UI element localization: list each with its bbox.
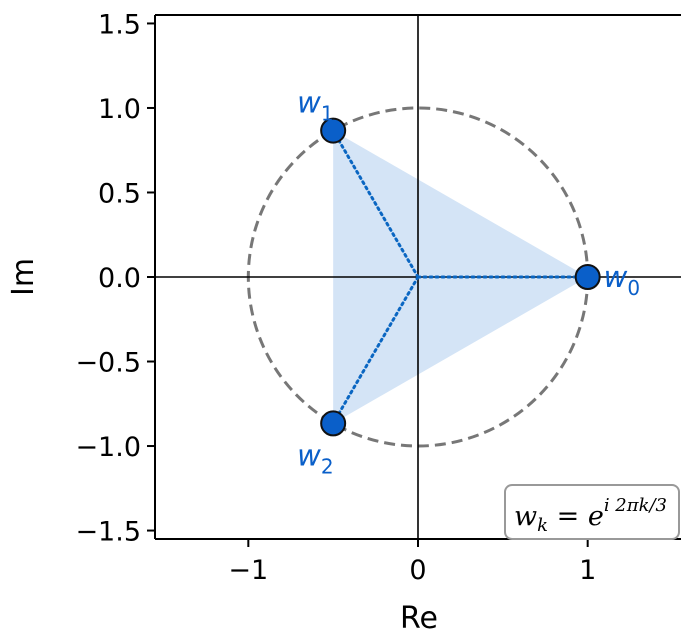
x-axis-label: Re: [400, 601, 438, 635]
svg-text:wk = ei 2πk/3: wk = ei 2πk/3: [514, 495, 667, 536]
y-axis-label: Im: [6, 258, 41, 296]
root-point-0: [574, 264, 601, 290]
x-tick-label: −1: [228, 555, 268, 586]
formula-box: [504, 484, 680, 540]
formula-base: w: [514, 501, 537, 532]
y-tick-label: −0.5: [75, 348, 141, 379]
root-label-sub: 2: [321, 454, 334, 478]
formula-sup: i 2πk/3: [604, 495, 667, 516]
root-label-sub: 0: [627, 276, 640, 300]
spoke-line-1: [331, 129, 420, 279]
root-label-base: w: [297, 86, 321, 120]
root-label-2: w2: [297, 438, 333, 478]
spoke-line-2: [331, 275, 420, 425]
y-tick-label: 0.0: [98, 263, 141, 294]
y-tick-label: 0.5: [98, 178, 141, 209]
y-tick-label: 1.5: [98, 9, 141, 40]
formula-sub: k: [537, 515, 548, 536]
y-tick-label: −1.0: [75, 432, 141, 463]
y-tick-label: 1.0: [98, 94, 141, 125]
root-label-base: w: [297, 438, 321, 472]
x-tick-label: 0: [409, 555, 426, 586]
formula-annotation: wk = ei 2πk/3: [504, 484, 680, 540]
root-label-sub: 1: [321, 102, 334, 126]
y-tick-label: −1.5: [75, 517, 141, 548]
x-tick-label: 1: [579, 555, 596, 586]
root-point-2: [320, 410, 347, 437]
formula-eq: = e: [548, 501, 604, 532]
root-label-base: w: [604, 260, 628, 294]
root-point-1: [320, 117, 347, 144]
root-label-0: w0: [604, 260, 640, 300]
root-label-1: w1: [297, 86, 333, 126]
